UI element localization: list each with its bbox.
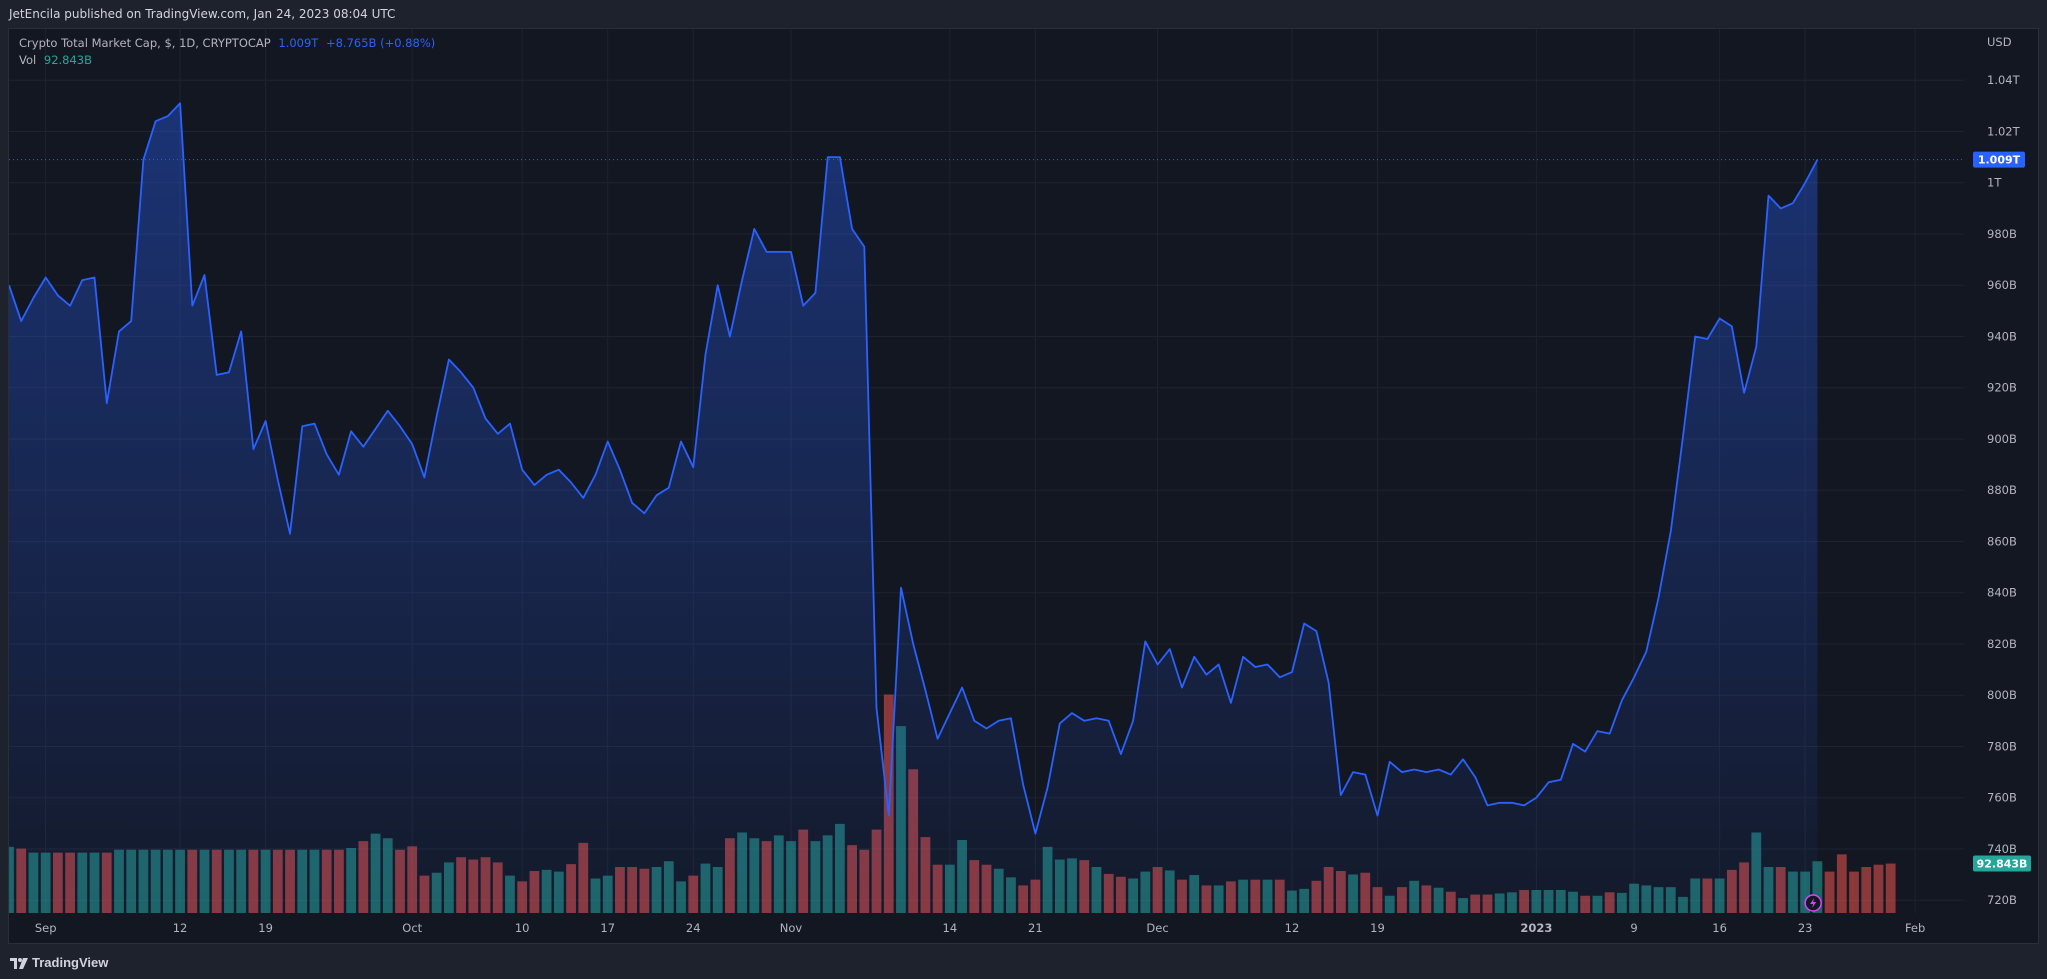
last-volume-tag bbox=[1973, 855, 2031, 872]
price-tick-label: 1.02T bbox=[1987, 124, 2021, 138]
price-chart[interactable]: Sep 12 19 Oct 10 17 24 Nov 14 21 Dec 12 19 2023 9 16 23 F… bbox=[9, 29, 2038, 943]
price-tick-label: 900B bbox=[1987, 432, 2017, 446]
chart-panel[interactable]: Sep 12 19 Oct 10 17 24 Nov 14 21 Dec 12 19 2023 9 16 23 F… bbox=[8, 28, 2039, 944]
legend-vol-value: 92.843B bbox=[43, 53, 93, 67]
price-line bbox=[9, 102, 1819, 835]
price-tick-label: 1T bbox=[1987, 176, 2002, 190]
time-tick-label: 19 bbox=[1370, 921, 1385, 935]
tradingview-logo[interactable]: TradingView bbox=[10, 955, 108, 970]
legend-symbol: Crypto Total Market Cap, $, 1D, CRYPTOCA… bbox=[19, 36, 271, 50]
volume-bar bbox=[1849, 871, 1859, 913]
last-volume-tag-label: 92.843B bbox=[1977, 858, 2028, 871]
currency-label: USD bbox=[1987, 35, 2012, 49]
publish-header: JetEncila published on TradingView.com, … bbox=[0, 0, 2047, 28]
time-tick-label: Nov bbox=[780, 921, 803, 935]
chart-legend: Crypto Total Market Cap, $, 1D, CRYPTOCA… bbox=[19, 35, 435, 69]
time-axis: Sep 12 19 Oct 10 17 24 Nov 14 21 Dec 12 19 2023 9 16 23 F… bbox=[35, 921, 1926, 935]
lightning-icon bbox=[1810, 898, 1817, 908]
price-tick-label: 740B bbox=[1987, 842, 2017, 856]
legend-last-price: 1.009T bbox=[278, 36, 319, 50]
price-tick-label: 980B bbox=[1987, 227, 2017, 241]
legend-change: +8.765B (+0.88%) bbox=[325, 36, 436, 50]
volume-bar bbox=[1836, 854, 1847, 913]
time-tick-label: Dec bbox=[1146, 921, 1168, 935]
time-tick-label: 12 bbox=[173, 921, 188, 935]
time-tick-label: Oct bbox=[402, 921, 422, 935]
legend-main-row[interactable]: Crypto Total Market Cap, $, 1D, CRYPTOCA… bbox=[19, 35, 435, 52]
footer: TradingView bbox=[0, 944, 2047, 979]
time-tick-label: 19 bbox=[258, 921, 273, 935]
price-tick-label: 960B bbox=[1987, 278, 2017, 292]
time-tick-label: 23 bbox=[1798, 921, 1813, 935]
time-tick-label: 21 bbox=[1028, 921, 1043, 935]
volume-bar bbox=[1885, 863, 1896, 913]
price-tick-label: 880B bbox=[1987, 483, 2017, 497]
price-tick-label: 780B bbox=[1987, 739, 2017, 753]
publish-info: JetEncila published on TradingView.com, … bbox=[9, 7, 396, 21]
price-tick-label: 800B bbox=[1987, 688, 2017, 702]
price-tick-label: 920B bbox=[1987, 381, 2017, 395]
time-tick-label: 16 bbox=[1712, 921, 1727, 935]
time-tick-label: 9 bbox=[1630, 921, 1637, 935]
time-tick-label: 24 bbox=[686, 921, 701, 935]
volume-bar bbox=[1873, 864, 1884, 913]
time-tick-label: 12 bbox=[1285, 921, 1300, 935]
last-price-tag bbox=[1973, 151, 2025, 168]
tradingview-brand: TradingView bbox=[32, 955, 109, 970]
price-axis: 720B 740B 760B 780B 800B 820B 840B 860B 880B 900B… bbox=[1987, 35, 2021, 907]
price-tick-label: 1.04T bbox=[1987, 73, 2021, 87]
time-tick-label: Sep bbox=[35, 921, 57, 935]
volume-bar bbox=[1861, 867, 1872, 913]
price-tick-label: 820B bbox=[1987, 637, 2017, 651]
time-tick-label: Feb bbox=[1905, 921, 1925, 935]
price-tick-label: 720B bbox=[1987, 893, 2017, 907]
tradingview-logo-icon bbox=[10, 958, 28, 969]
legend-vol-label: Vol bbox=[19, 53, 37, 67]
time-tick-label: 17 bbox=[600, 921, 615, 935]
last-price-tag-label: 1.009T bbox=[1978, 154, 2021, 167]
lightning-marker-icon bbox=[1804, 894, 1822, 912]
volume-bar bbox=[1824, 871, 1835, 913]
legend-volume-row[interactable]: Vol 92.843B bbox=[19, 52, 435, 69]
price-tick-label: 760B bbox=[1987, 791, 2017, 805]
time-tick-label: 14 bbox=[943, 921, 958, 935]
price-area bbox=[9, 103, 1818, 914]
price-tick-label: 940B bbox=[1987, 329, 2017, 343]
price-tick-label: 840B bbox=[1987, 586, 2017, 600]
price-tick-label: 860B bbox=[1987, 534, 2017, 548]
time-tick-label: 10 bbox=[515, 921, 530, 935]
time-tick-label: 2023 bbox=[1520, 921, 1552, 935]
